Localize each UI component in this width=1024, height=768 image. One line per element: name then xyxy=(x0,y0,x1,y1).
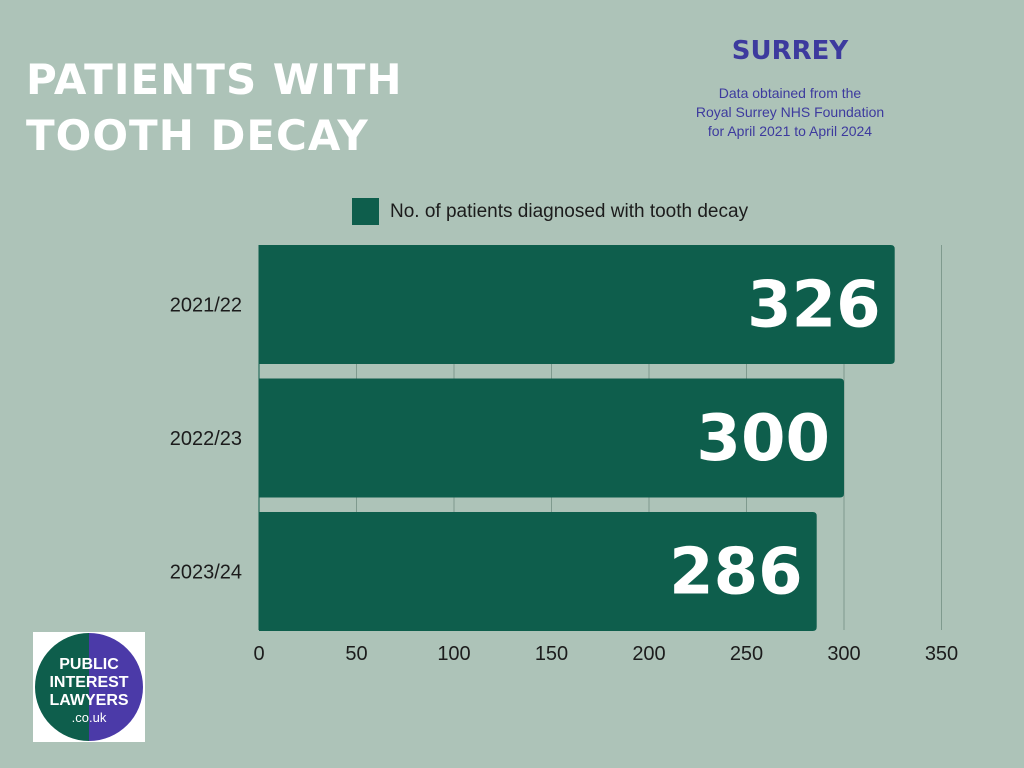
source-note-line-2: Royal Surrey NHS Foundation xyxy=(695,104,885,120)
x-tick-label: 200 xyxy=(632,643,665,665)
source-note-line-1: Data obtained from the xyxy=(718,85,862,101)
chart-title-line-2: TOOTH DECAY xyxy=(26,111,369,160)
logo-text-domain: .co.uk xyxy=(72,710,107,725)
chart-legend: No. of patients diagnosed with tooth dec… xyxy=(352,198,748,225)
logo-circle-left xyxy=(35,633,89,741)
logo-text-public: PUBLIC xyxy=(59,656,119,673)
bar-value-label: 300 xyxy=(696,402,830,476)
logo-text-interest: INTEREST xyxy=(49,674,128,691)
y-category-label: 2021/22 xyxy=(170,295,242,317)
chart-title: PATIENTS WITH TOOTH DECAY xyxy=(26,52,403,164)
public-interest-lawyers-logo: PUBLIC INTEREST LAWYERS .co.uk xyxy=(33,632,145,742)
x-tick-label: 300 xyxy=(827,643,860,665)
x-tick-label: 350 xyxy=(925,643,958,665)
y-category-label: 2023/24 xyxy=(170,562,242,584)
bar xyxy=(259,245,895,364)
logo-text-lawyers: LAWYERS xyxy=(49,692,128,709)
source-note-line-3: for April 2021 to April 2024 xyxy=(707,123,873,139)
legend-label: No. of patients diagnosed with tooth dec… xyxy=(390,200,749,222)
bar xyxy=(259,512,817,631)
region-label: SURREY xyxy=(731,36,849,66)
logo-badge: PUBLIC INTEREST LAWYERS .co.uk xyxy=(35,633,143,741)
x-tick-label: 100 xyxy=(437,643,470,665)
logo-circle-right xyxy=(89,633,143,741)
source-note: Data obtained from the Royal Surrey NHS … xyxy=(640,84,940,141)
x-tick-label: 250 xyxy=(730,643,763,665)
bar xyxy=(259,378,844,498)
bar-value-label: 286 xyxy=(669,536,803,610)
x-tick-label: 150 xyxy=(535,643,568,665)
bar-value-label: 326 xyxy=(747,269,881,343)
x-tick-label: 0 xyxy=(253,643,264,665)
y-category-label: 2022/23 xyxy=(170,428,242,450)
chart-title-line-1: PATIENTS WITH xyxy=(26,55,403,104)
legend-swatch xyxy=(352,198,379,225)
x-tick-label: 50 xyxy=(345,643,367,665)
